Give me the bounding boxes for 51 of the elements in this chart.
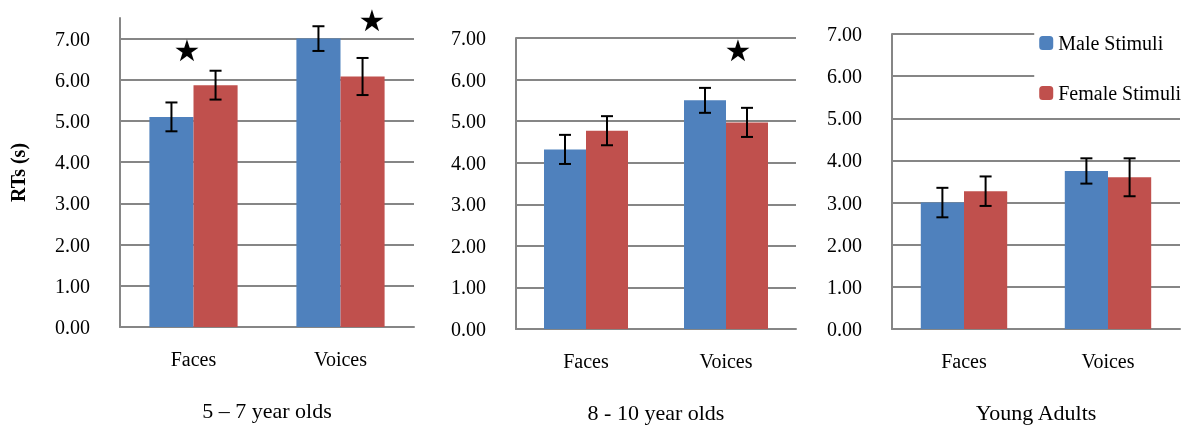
bar [586, 130, 628, 329]
y-tick-label: 3.00 [451, 193, 486, 216]
bar [149, 116, 194, 327]
x-tick-label: Faces [563, 350, 609, 372]
y-tick-label: 0.00 [827, 318, 862, 340]
legend-label: Female Stimuli [1058, 82, 1182, 104]
y-tick-label: 5.00 [55, 110, 90, 132]
y-tick-label: 7.00 [451, 27, 486, 49]
annotation: ★ [358, 2, 386, 38]
bar [964, 191, 1008, 329]
bar [193, 85, 238, 327]
y-tick-label: 1.00 [451, 276, 486, 299]
y-tick-label: 3.00 [827, 191, 862, 214]
x-tick-label: Faces [170, 348, 217, 370]
y-tick-label: 7.00 [55, 27, 90, 50]
bar [684, 100, 726, 329]
y-tick-label: 2.00 [451, 234, 486, 257]
y-tick-label: 6.00 [451, 68, 486, 91]
x-tick-label: Voices [1081, 350, 1135, 372]
y-tick-label: 2.00 [55, 233, 90, 256]
y-axis-title: RTs (s) [7, 142, 30, 203]
x-axis-title: Young Adults [975, 399, 1097, 425]
y-tick-label: 2.00 [827, 233, 862, 256]
y-tick-label: 5.00 [827, 107, 862, 130]
y-tick-label: 5.00 [451, 110, 486, 133]
bar [1108, 177, 1152, 329]
y-tick-label: 7.00 [827, 23, 862, 45]
bar [726, 122, 768, 329]
y-tick-label: 1.00 [827, 275, 862, 298]
y-tick-label: 4.00 [55, 151, 90, 174]
x-tick-label: Faces [941, 350, 987, 372]
y-tick-label: 4.00 [451, 151, 486, 174]
bar [340, 76, 385, 327]
annotation: ★ [724, 32, 752, 68]
y-tick-label: 3.00 [55, 192, 90, 215]
x-axis-title: 5 – 7 year olds [202, 397, 332, 423]
bar [296, 38, 341, 327]
annotation: ★ [173, 32, 201, 68]
y-tick-label: 6.00 [55, 68, 90, 91]
legend-label: Male Stimuli [1058, 32, 1164, 54]
x-axis-title: 8 - 10 year olds [587, 399, 725, 425]
y-tick-label: 0.00 [55, 316, 90, 338]
y-tick-label: 1.00 [55, 274, 90, 297]
x-tick-label: Voices [699, 350, 753, 372]
y-tick-label: 0.00 [451, 318, 486, 340]
y-tick-label: 4.00 [827, 149, 862, 172]
bar [1064, 170, 1108, 329]
y-tick-label: 6.00 [827, 65, 862, 88]
bar [920, 202, 964, 329]
bar [544, 149, 586, 329]
x-tick-label: Voices [314, 348, 368, 370]
